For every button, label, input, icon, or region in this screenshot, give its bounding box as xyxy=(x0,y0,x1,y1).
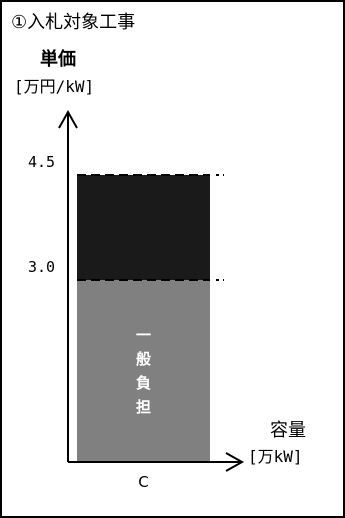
bar-segment-0 xyxy=(77,280,210,462)
chart-title: ①入札対象工事 xyxy=(11,12,136,33)
y-axis-unit: [万円/kW] xyxy=(14,77,95,96)
segment-label-char: 負 xyxy=(136,374,151,392)
x-axis-unit: [万kW] xyxy=(248,447,303,466)
x-axis-arrow xyxy=(225,452,245,472)
y-axis-arrow xyxy=(58,109,78,129)
y-tick-label: 3.0 xyxy=(28,258,55,276)
segment-label-char: 一 xyxy=(136,326,151,344)
segment-label-char: 担 xyxy=(136,398,151,416)
y-axis-label: 単価 xyxy=(40,49,76,70)
x-category-label: C xyxy=(138,473,148,491)
y-tick-label: 4.5 xyxy=(28,153,55,171)
x-axis-label: 容量 xyxy=(270,420,306,441)
bar-segment-1 xyxy=(77,175,210,280)
segment-label-char: 般 xyxy=(136,350,151,368)
